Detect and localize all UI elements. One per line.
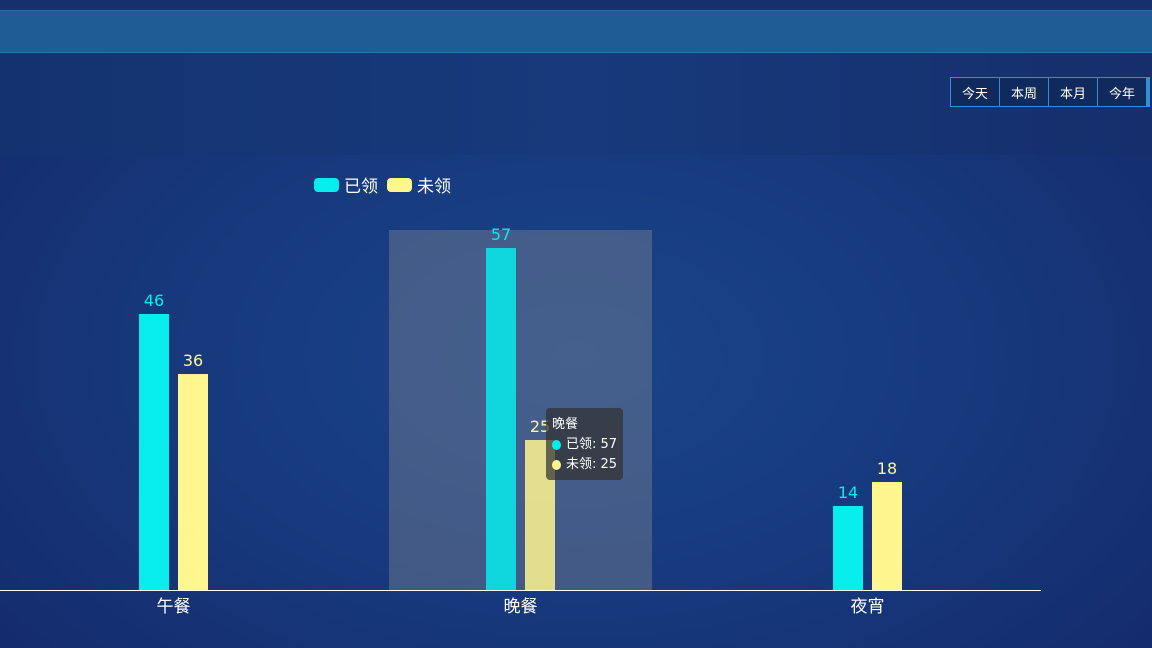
time-range-tabs: 今天 本周 本月 今年 bbox=[950, 77, 1150, 107]
tab-today[interactable]: 今天 bbox=[950, 77, 1000, 107]
data-label-received-1: 57 bbox=[491, 225, 511, 244]
data-label-unreceived-1: 25 bbox=[530, 417, 550, 436]
bar-unreceived-2[interactable] bbox=[872, 482, 902, 590]
tooltip-row-received: 已领: 57 bbox=[552, 435, 617, 455]
legend-swatch-received bbox=[314, 177, 339, 192]
legend-swatch-unreceived bbox=[387, 177, 412, 192]
tab-this-month[interactable]: 本月 bbox=[1048, 77, 1098, 107]
bar-unreceived-0[interactable] bbox=[178, 374, 208, 590]
tooltip-dot-unreceived bbox=[552, 460, 561, 470]
data-label-received-2: 14 bbox=[838, 483, 858, 502]
bar-received-0[interactable] bbox=[139, 314, 169, 590]
x-tick-label-1: 晚餐 bbox=[504, 597, 538, 617]
chart-legend: 已领 未领 bbox=[314, 172, 460, 197]
data-label-unreceived-0: 36 bbox=[183, 351, 203, 370]
legend-item-received[interactable]: 已领 bbox=[314, 172, 378, 197]
legend-item-unreceived[interactable]: 未领 bbox=[387, 172, 451, 197]
data-label-received-0: 46 bbox=[144, 291, 164, 310]
chart-tooltip: 晚餐 已领: 57 未领: 25 bbox=[546, 408, 623, 480]
legend-label-unreceived: 未领 bbox=[417, 177, 451, 197]
bar-received-1[interactable] bbox=[486, 248, 516, 590]
tooltip-value-unreceived: 未领: 25 bbox=[565, 457, 617, 472]
top-strip bbox=[0, 0, 1152, 10]
x-tick-label-2: 夜宵 bbox=[851, 597, 885, 617]
data-label-unreceived-2: 18 bbox=[877, 459, 897, 478]
bar-received-2[interactable] bbox=[833, 506, 863, 590]
tooltip-row-unreceived: 未领: 25 bbox=[552, 455, 617, 475]
tooltip-value-received: 已领: 57 bbox=[565, 437, 617, 452]
legend-label-received: 已领 bbox=[344, 177, 378, 197]
tab-overflow-edge bbox=[1147, 77, 1150, 107]
tooltip-dot-received bbox=[552, 440, 561, 450]
x-tick-label-0: 午餐 bbox=[157, 597, 191, 617]
header-bar bbox=[0, 10, 1152, 53]
tab-this-year[interactable]: 今年 bbox=[1097, 77, 1147, 107]
tooltip-title: 晚餐 bbox=[552, 417, 579, 432]
